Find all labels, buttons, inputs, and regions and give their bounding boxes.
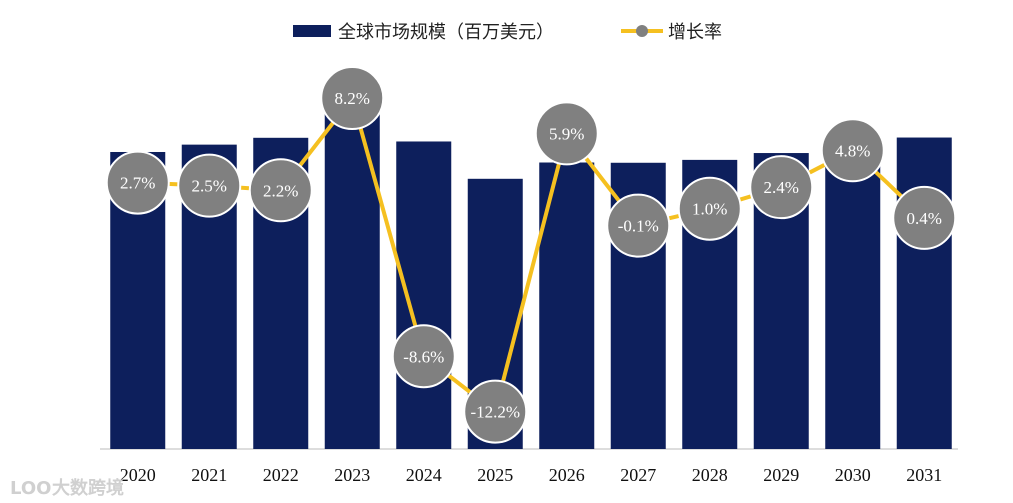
legend-line-label: 增长率 [668, 22, 722, 43]
rate-data-label: -12.2% [470, 403, 520, 422]
rate-data-label: -0.1% [618, 217, 659, 236]
rate-data-label: 2.2% [263, 181, 298, 200]
x-tick-label: 2027 [620, 465, 656, 485]
rate-data-label: 2.7% [120, 174, 155, 193]
rate-point-2029: 2.4% [749, 155, 814, 220]
rate-bubble [391, 324, 456, 389]
watermark: LOO 大数跨境 [10, 477, 124, 499]
rate-bubble [105, 150, 170, 215]
rate-bubble [320, 66, 385, 131]
rate-point-2022: 2.2% [248, 158, 313, 223]
rate-point-2021: 2.5% [177, 153, 242, 218]
rate-bubble [606, 193, 671, 258]
rate-bubble [749, 155, 814, 220]
rate-point-2026: 5.9% [534, 101, 599, 166]
rate-data-label: 8.2% [335, 89, 370, 108]
rate-bubble [820, 118, 885, 183]
rate-bubble [892, 185, 957, 250]
rate-bubble [248, 158, 313, 223]
rate-point-2024: -8.6% [391, 324, 456, 389]
x-tick-label: 2025 [477, 465, 513, 485]
x-tick-label: 2020 [120, 465, 156, 485]
rate-data-label: 5.9% [549, 124, 584, 143]
bar-2030 [825, 138, 881, 449]
x-tick-label: 2021 [191, 465, 227, 485]
rate-data-label: 2.5% [192, 177, 227, 196]
x-tick-label: 2024 [406, 465, 442, 485]
legend-bar-label: 全球市场规模（百万美元） [338, 22, 554, 43]
rate-bubble [177, 153, 242, 218]
rate-data-label: 4.8% [835, 141, 870, 160]
bar-2031 [896, 137, 952, 449]
legend: 全球市场规模（百万美元） 增长率 [293, 22, 722, 43]
x-tick-label: 2031 [906, 465, 942, 485]
x-tick-label: 2023 [334, 465, 370, 485]
watermark-text: 大数跨境 [52, 477, 124, 499]
x-tick-label: 2028 [692, 465, 728, 485]
rate-data-label: 1.0% [692, 200, 727, 219]
growth-rate-bubbles: 2.7% 2.5% 2.2% 8.2% -8.6% -12.2% 5.9% -0.1% 1.0%… [105, 66, 957, 444]
legend-line-marker [636, 25, 648, 37]
rate-point-2020: 2.7% [105, 150, 170, 215]
x-tick-label: 2029 [763, 465, 799, 485]
rate-bubble [677, 176, 742, 241]
rate-point-2028: 1.0% [677, 176, 742, 241]
rate-bubble [463, 379, 528, 444]
rate-data-label: 2.4% [764, 178, 799, 197]
rate-bubble [534, 101, 599, 166]
rate-point-2025: -12.2% [463, 379, 528, 444]
x-tick-label: 2030 [835, 465, 871, 485]
legend-bar-swatch [293, 25, 331, 37]
rate-point-2023: 8.2% [320, 66, 385, 131]
rate-data-label: 0.4% [907, 209, 942, 228]
bar-2024 [396, 141, 452, 449]
x-tick-label: 2022 [263, 465, 299, 485]
rate-point-2031: 0.4% [892, 185, 957, 250]
rate-data-label: -8.6% [403, 347, 444, 366]
x-tick-label: 2026 [549, 465, 585, 485]
rate-point-2030: 4.8% [820, 118, 885, 183]
rate-point-2027: -0.1% [606, 193, 671, 258]
x-tick-labels: 2020 2021 2022 2023 2024 2025 2026 2027 2028 2029… [120, 465, 943, 485]
watermark-logo: LOO [10, 478, 51, 499]
